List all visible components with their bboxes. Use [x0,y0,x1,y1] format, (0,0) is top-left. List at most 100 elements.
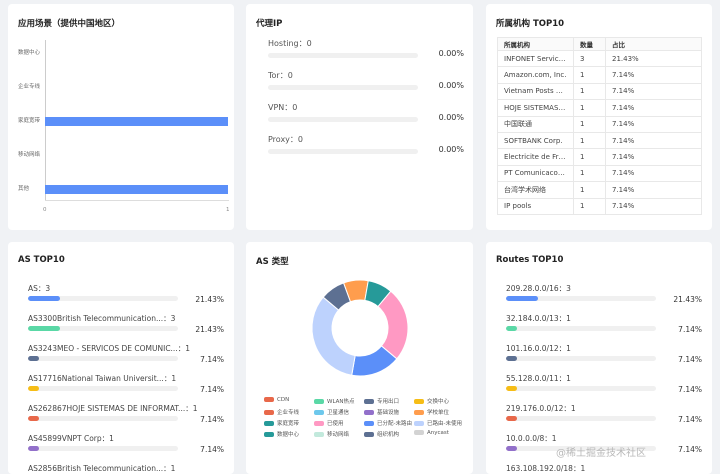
as-top-row: AS3300British Telecommunication...：3 21.4… [28,313,224,343]
org-cell-share: 7.14% [605,99,702,117]
legend-item[interactable]: Anycast [414,430,449,436]
proxy-row: Hosting：0 0.00% [268,38,464,66]
as-top-row: AS：3 21.43% [28,283,224,313]
proxy-card: 代理IP Hosting：0 0.00% Tor：0 0.00% VPN：0 0.00% P… [246,4,473,230]
legend-item[interactable]: CDN [264,397,289,403]
legend-item[interactable]: 基础设施 [364,408,399,416]
org-cell-count: 1 [573,197,606,215]
org-cell-name: Electricite de Fran... [497,148,574,166]
as-type-donut [311,279,409,377]
legend-swatch [414,410,424,415]
as-top-fill [28,386,39,391]
legend-item[interactable]: 已分配-未路由 [364,419,412,427]
legend-label: 卫星通信 [327,410,350,416]
org-cell-share: 21.43% [605,49,702,68]
routes-fill [506,446,517,451]
routes-row: 219.176.0.0/12：1 7.14% [506,403,702,433]
org-cell-name: SOFTBANK Corp. [497,131,574,150]
scenario-row: 家庭宽带 [8,114,234,128]
routes-fill [506,356,517,361]
routes-fill [506,386,517,391]
legend-label: 专用出口 [377,399,400,405]
legend-item[interactable]: 数据中心 [264,430,299,438]
as-top-pct: 21.43% [195,295,224,304]
legend-swatch [264,397,274,402]
as-top-label: AS3243MEO - SERVICOS DE COMUNIC...：1 [28,344,190,353]
org-cell-count: 1 [573,66,606,84]
proxy-label: VPN：0 [268,103,298,112]
org-cell-share: 7.14% [605,66,702,84]
legend-swatch [364,421,374,426]
scenario-tick-0: 0 [43,207,47,213]
legend-swatch [264,421,274,426]
legend-label: Anycast [427,430,449,436]
routes-track [506,326,656,331]
donut-slice[interactable] [322,282,352,311]
scenario-label: 企业专线 [18,84,41,90]
as-top-row: AS3243MEO - SERVICOS DE COMUNIC...：1 7.14… [28,343,224,373]
org-cell-count: 1 [573,181,606,199]
legend-item[interactable]: 已使用 [314,419,344,427]
as-top-label: AS262867HOJE SISTEMAS DE INFORMAT...：1 [28,404,198,413]
legend-label: 已使用 [327,421,344,427]
as-top-track [28,416,178,421]
legend-swatch [264,410,274,415]
as-top-pct: 7.14% [200,355,224,364]
legend-swatch [314,399,324,404]
proxy-pct: 0.00% [438,145,464,154]
as-top-label: AS2856British Telecommunication...：1 [28,464,176,473]
routes-pct: 7.14% [678,355,702,364]
as-top-fill [28,416,39,421]
as-top-fill [28,446,39,451]
org-cell-name: 台湾学术网络 [497,181,574,199]
legend-item[interactable]: 交换中心 [414,397,449,405]
legend-label: 学校单位 [427,410,450,416]
legend-item[interactable]: 组织机构 [364,430,399,438]
as-top-track [28,356,178,361]
legend-label: 交换中心 [427,399,450,405]
routes-fill [506,326,517,331]
scenario-bar [45,117,228,126]
legend-item[interactable]: WLAN热点 [314,397,355,405]
legend-swatch [414,430,424,435]
legend-label: WLAN热点 [327,399,355,405]
routes-row: 209.28.0.0/16：3 21.43% [506,283,702,313]
routes-pct: 7.14% [678,385,702,394]
legend-item[interactable]: 移动网络 [314,430,349,438]
legend-swatch [364,432,374,437]
routes-pct: 7.14% [678,445,702,454]
org-cell-count: 1 [573,164,606,183]
legend-label: CDN [277,397,290,403]
legend-item[interactable]: 已路由-未使用 [414,419,462,427]
as-top-track [28,326,178,331]
routes-label: 101.16.0.0/12：1 [506,344,571,353]
proxy-pct: 0.00% [438,113,464,122]
as-top-row: AS17716National Taiwan Universit...：1 7.1… [28,373,224,403]
legend-item[interactable]: 家庭宽带 [264,419,299,427]
routes-row: 32.184.0.0/13：1 7.14% [506,313,702,343]
org-table-row: 台湾学术网络 1 7.14% [497,181,702,199]
routes-label: 209.28.0.0/16：3 [506,284,571,293]
proxy-track [268,53,418,58]
donut-slice[interactable] [311,296,356,376]
routes-label: 10.0.0.0/8：1 [506,434,557,443]
as-top-row: AS45899VNPT Corp：1 7.14% [28,433,224,463]
org-table-row: Electricite de Fran... 1 7.14% [497,148,702,166]
org-cell-name: Amazon.com, Inc. [497,66,574,84]
as-top-fill [28,296,61,301]
routes-row: 101.16.0.0/12：1 7.14% [506,343,702,373]
org-cell-count: 1 [573,148,606,166]
legend-swatch [314,410,324,415]
legend-label: 数据中心 [277,432,300,438]
legend-item[interactable]: 卫星通信 [314,408,349,416]
routes-track [506,296,656,301]
as-top-title: AS TOP10 [18,255,65,265]
as-top-row: AS2856British Telecommunication...：17.14… [28,463,224,474]
scenario-label: 数据中心 [18,50,41,56]
legend-item[interactable]: 学校单位 [414,408,449,416]
legend-item[interactable]: 专用出口 [364,397,399,405]
as-type-title: AS 类型 [256,257,289,267]
org-cell-count: 3 [573,49,606,68]
routes-label: 219.176.0.0/12：1 [506,404,576,413]
legend-item[interactable]: 企业专线 [264,408,299,416]
